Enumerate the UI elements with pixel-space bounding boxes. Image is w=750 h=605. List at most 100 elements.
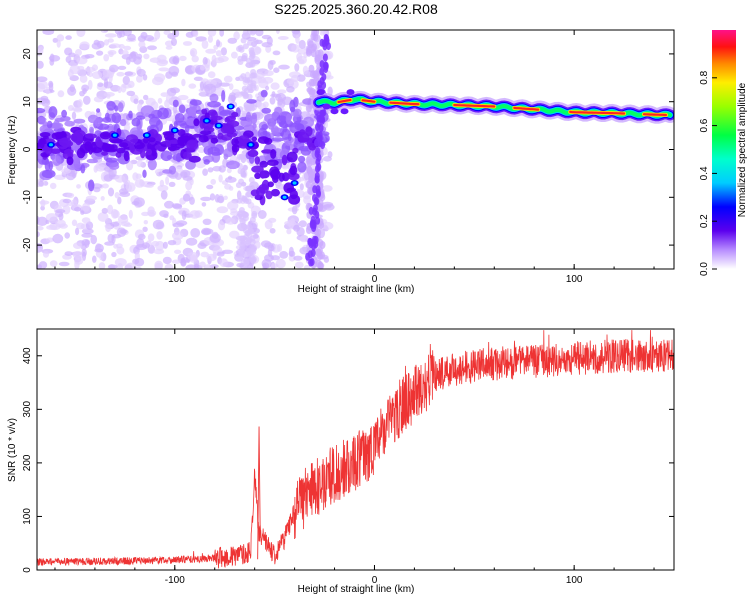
signal-blob: [223, 148, 234, 158]
signal-blob: [340, 108, 349, 115]
signal-blob: [84, 133, 97, 139]
noise-blob: [120, 50, 129, 56]
signal-blob: [319, 38, 325, 47]
signal-blob: [37, 116, 47, 123]
signal-blob: [293, 108, 302, 118]
noise-blob: [171, 37, 177, 47]
signal-blob: [70, 132, 83, 142]
noise-blob: [207, 167, 214, 173]
signal-blob: [317, 131, 323, 140]
signal-blob: [131, 117, 141, 127]
noise-blob: [249, 235, 256, 242]
signal-blob: [320, 109, 325, 118]
noise-blob: [119, 229, 128, 234]
signal-blob: [226, 160, 240, 170]
signal-blob: [318, 124, 324, 132]
noise-blob: [219, 30, 225, 37]
noise-blob: [217, 195, 225, 204]
noise-blob: [264, 70, 274, 77]
noise-blob: [90, 234, 97, 245]
signal-blob: [207, 101, 221, 108]
noise-blob: [308, 78, 315, 87]
noise-blob: [49, 53, 55, 63]
noise-blob: [217, 221, 226, 231]
noise-blob: [135, 173, 142, 180]
noise-blob: [209, 264, 219, 269]
noise-blob: [141, 211, 150, 217]
noise-blob: [221, 249, 234, 254]
signal-blob: [105, 157, 118, 163]
noise-blob: [217, 55, 229, 63]
noise-blob: [95, 164, 107, 172]
noise-blob: [147, 45, 157, 51]
noise-blob: [209, 233, 221, 244]
noise-blob: [85, 221, 94, 230]
signal-blob: [245, 111, 252, 122]
noise-blob: [75, 49, 82, 56]
noise-blob: [251, 210, 258, 217]
noise-blob: [182, 175, 193, 181]
noise-blob: [156, 59, 168, 67]
noise-blob: [56, 39, 61, 48]
noise-blob: [210, 178, 216, 185]
signal-blob: [211, 110, 218, 121]
signal-blob: [281, 154, 288, 166]
signal-blob: [312, 204, 318, 213]
noise-blob: [143, 53, 150, 60]
noise-blob: [242, 43, 249, 50]
ridge-peak-segment: [361, 99, 376, 103]
noise-blob: [79, 41, 90, 50]
noise-blob: [309, 89, 315, 98]
signal-blob: [157, 107, 169, 120]
signal-blob: [254, 172, 261, 179]
noise-blob: [278, 64, 290, 70]
signal-blob: [313, 196, 319, 205]
colorbar-tick-label: 0.2: [699, 214, 710, 228]
signal-blob: [168, 165, 176, 175]
noise-blob: [111, 234, 122, 239]
noise-blob: [185, 237, 198, 246]
signal-blob: [44, 160, 51, 172]
signal-blob: [324, 34, 330, 43]
noise-blob: [245, 57, 252, 64]
noise-blob: [286, 78, 295, 85]
noise-blob: [97, 82, 104, 87]
noise-blob: [81, 233, 93, 238]
signal-blob: [148, 129, 159, 139]
signal-blob: [125, 134, 139, 145]
noise-blob: [62, 198, 72, 204]
noise-blob: [244, 230, 251, 237]
noise-blob: [291, 30, 300, 35]
noise-blob: [242, 164, 249, 171]
hotspot-core: [204, 119, 209, 123]
noise-blob: [322, 185, 333, 192]
signal-blob: [316, 114, 322, 123]
noise-blob: [52, 233, 64, 244]
noise-blob: [71, 219, 78, 227]
noise-blob: [227, 200, 239, 211]
noise-blob: [246, 76, 253, 83]
noise-blob: [204, 83, 217, 94]
signal-blob: [250, 114, 258, 125]
signal-blob: [110, 139, 123, 144]
signal-blob: [289, 189, 298, 200]
noise-blob: [100, 30, 109, 33]
hotspot-core: [282, 195, 287, 199]
signal-blob: [297, 132, 310, 143]
noise-blob: [116, 31, 123, 39]
signal-blob: [96, 108, 101, 113]
noise-blob: [55, 209, 66, 214]
noise-blob: [45, 86, 51, 95]
noise-blob: [223, 195, 228, 200]
noise-blob: [158, 67, 170, 72]
noise-blob: [114, 192, 120, 199]
noise-blob: [41, 98, 51, 107]
noise-blob: [64, 251, 73, 256]
signal-blob: [315, 147, 321, 156]
signal-blob: [251, 165, 264, 173]
signal-blob: [211, 151, 221, 156]
noise-blob: [112, 210, 120, 219]
noise-blob: [37, 225, 44, 231]
noise-blob: [72, 250, 83, 260]
noise-blob: [165, 94, 171, 103]
